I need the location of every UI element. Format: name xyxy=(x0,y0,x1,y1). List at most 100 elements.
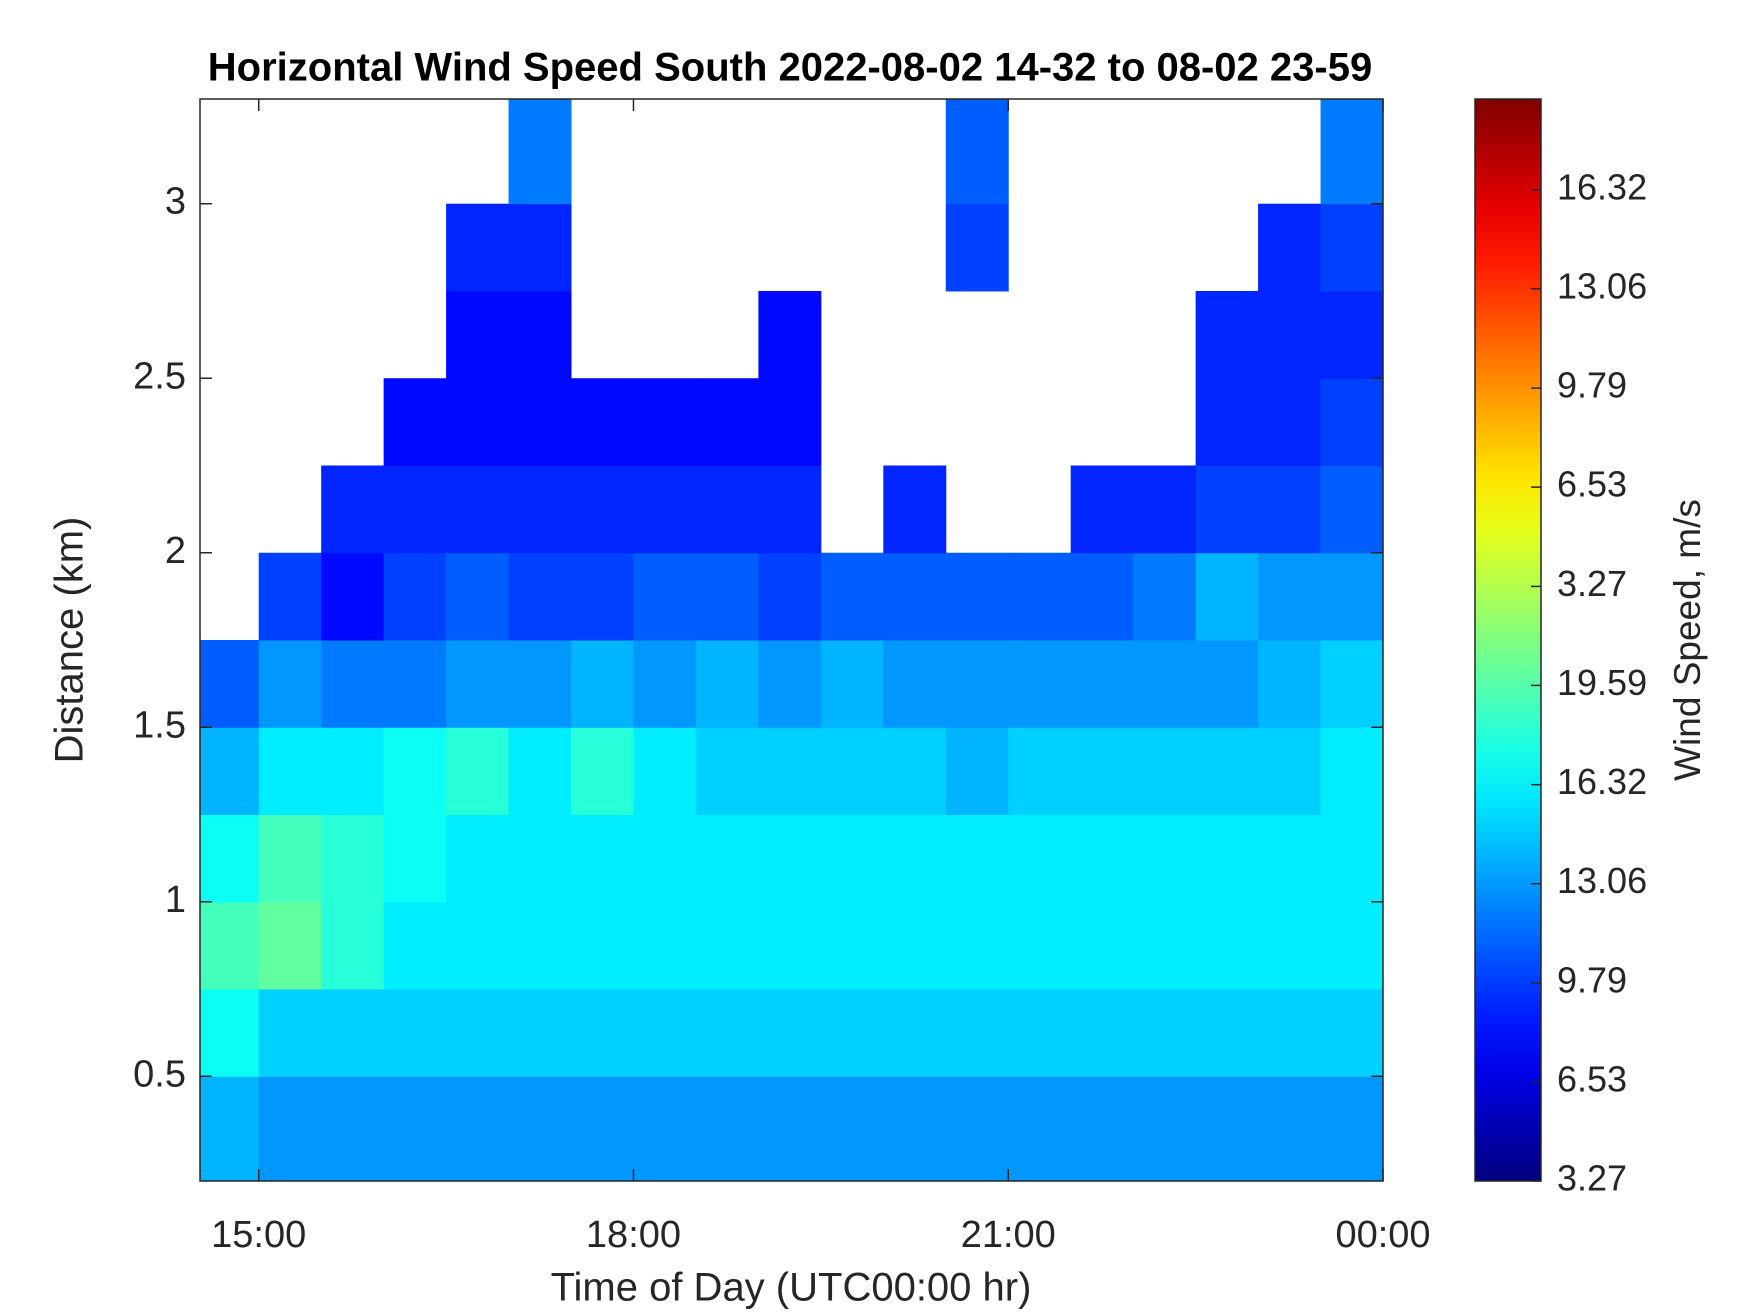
y-tick-label: 1 xyxy=(165,879,186,921)
heat-cell xyxy=(758,901,822,990)
heat-cell xyxy=(820,989,884,1077)
heat-cell xyxy=(695,640,759,728)
heat-cell xyxy=(571,989,634,1077)
colorbar-tick-label: 16.32 xyxy=(1557,761,1647,802)
heat-cell xyxy=(446,290,510,379)
heat-cell xyxy=(1195,901,1259,990)
heat-cell xyxy=(695,552,759,641)
heat-cell xyxy=(758,727,822,816)
heat-cell xyxy=(508,727,572,816)
heat-cell xyxy=(633,989,697,1077)
heat-cell xyxy=(1195,727,1259,816)
heat-cell xyxy=(1070,727,1134,816)
heat-cell xyxy=(1133,640,1197,728)
heat-cell xyxy=(446,465,510,554)
heat-cell xyxy=(1195,1076,1259,1182)
heat-cell xyxy=(446,378,510,466)
heat-cell xyxy=(758,1076,822,1182)
heat-cell xyxy=(695,1076,759,1182)
heat-cell xyxy=(1258,290,1322,379)
heat-cell xyxy=(508,901,572,990)
y-tick-label: 2 xyxy=(165,530,186,572)
heat-cell xyxy=(633,901,697,990)
heat-cell xyxy=(1258,814,1322,903)
heat-cell xyxy=(758,640,822,728)
heat-cell xyxy=(1258,727,1322,816)
heat-cell xyxy=(446,552,510,641)
x-tick-label: 00:00 xyxy=(1335,1214,1430,1256)
heat-cell xyxy=(1070,640,1134,728)
heat-cell xyxy=(1070,552,1134,641)
plot-frame xyxy=(199,98,1384,1182)
heat-cell xyxy=(1320,814,1384,903)
colorbar-tick-label: 3.27 xyxy=(1557,563,1627,604)
y-axis-label: Distance (km) xyxy=(48,517,92,764)
heat-cell xyxy=(508,640,572,728)
heat-cell xyxy=(758,465,822,554)
colorbar-tick-label: 6.53 xyxy=(1557,464,1627,505)
heat-cell xyxy=(883,901,947,990)
heat-cell xyxy=(508,814,572,903)
heat-cell xyxy=(1195,989,1259,1077)
heat-cell xyxy=(321,552,385,641)
heat-cell xyxy=(200,901,260,990)
heat-cell xyxy=(945,727,1009,816)
heat-cell xyxy=(383,465,447,554)
colorbar-tick-label: 6.53 xyxy=(1557,1059,1627,1100)
heat-cell xyxy=(1258,203,1322,292)
heat-cell xyxy=(1008,1076,1072,1182)
heat-cell xyxy=(1133,814,1197,903)
heat-cell xyxy=(508,1076,572,1182)
heat-cell xyxy=(383,378,447,466)
heat-cell xyxy=(1133,465,1197,554)
heat-cell xyxy=(508,378,572,466)
heat-cell xyxy=(820,640,884,728)
heat-cell xyxy=(1195,290,1259,379)
heat-cell xyxy=(571,1076,634,1182)
colorbar-tick-label: 9.79 xyxy=(1557,365,1627,406)
heat-cell xyxy=(1070,901,1134,990)
heat-cell xyxy=(321,1076,385,1182)
heat-cell xyxy=(695,901,759,990)
heat-cell xyxy=(571,727,634,816)
heat-cell xyxy=(383,989,447,1077)
heat-cell xyxy=(945,814,1009,903)
heat-cell xyxy=(508,552,572,641)
heat-cell xyxy=(571,640,634,728)
heat-cell xyxy=(633,727,697,816)
x-tick-label: 21:00 xyxy=(961,1214,1056,1256)
heat-cell xyxy=(1258,1076,1322,1182)
chart-title: Horizontal Wind Speed South 2022-08-02 1… xyxy=(208,46,1372,90)
heat-cell xyxy=(945,901,1009,990)
heat-cell xyxy=(1133,989,1197,1077)
heat-cell xyxy=(695,378,759,466)
heat-cell xyxy=(758,814,822,903)
heat-cell xyxy=(383,727,447,816)
heat-cell xyxy=(820,814,884,903)
heat-cell xyxy=(1258,989,1322,1077)
heat-cell xyxy=(1133,727,1197,816)
heat-cell xyxy=(571,465,634,554)
heat-cell xyxy=(1320,290,1384,379)
heat-cell xyxy=(200,640,260,728)
heat-cell xyxy=(633,640,697,728)
heat-cell xyxy=(695,727,759,816)
colorbar-tick-label: 13.06 xyxy=(1557,265,1647,306)
heat-cell xyxy=(1195,378,1259,466)
heat-cell xyxy=(508,203,572,292)
heat-cell xyxy=(258,901,322,990)
heat-cell xyxy=(1070,989,1134,1077)
heat-cell xyxy=(945,552,1009,641)
heat-cell xyxy=(883,989,947,1077)
heat-cell xyxy=(258,989,322,1077)
heat-cell xyxy=(633,465,697,554)
heat-cell xyxy=(321,814,385,903)
heat-cell xyxy=(945,640,1009,728)
heat-cell xyxy=(1320,640,1384,728)
x-tick-label: 18:00 xyxy=(586,1214,681,1256)
heat-cell xyxy=(633,378,697,466)
heat-cell xyxy=(633,1076,697,1182)
y-tick-label: 3 xyxy=(165,181,186,223)
heat-cell xyxy=(758,290,822,379)
heat-cell xyxy=(508,989,572,1077)
